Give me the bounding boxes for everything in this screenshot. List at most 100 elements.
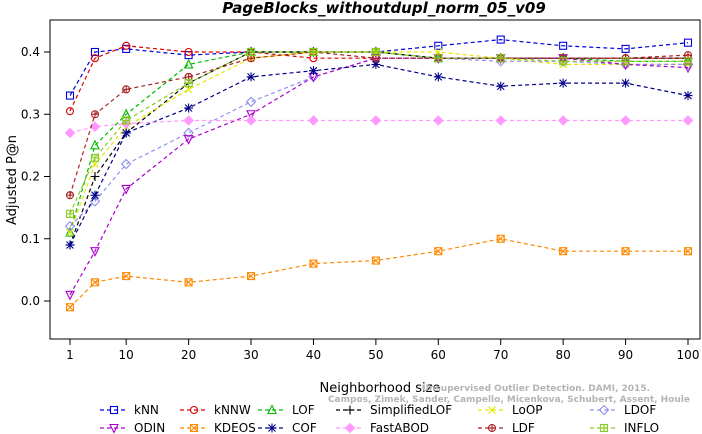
legend-marker-knnw-shape xyxy=(189,405,199,415)
data-point-odin-shape xyxy=(183,135,194,145)
data-point-kdeos xyxy=(184,278,193,287)
data-point-kdeos-shape xyxy=(184,278,193,287)
data-point-kdeos-shape xyxy=(559,247,568,256)
data-point-cof xyxy=(246,72,256,82)
legend-label-loop: LoOP xyxy=(512,403,543,417)
series-lof xyxy=(65,46,693,237)
legend-item-loop: LoOP xyxy=(478,403,543,417)
data-point-ldof-shape xyxy=(120,158,132,170)
legend-marker-fastabod xyxy=(344,422,356,434)
data-point-knnw-shape xyxy=(122,41,131,50)
series-layer xyxy=(64,35,694,312)
y-axis-label: Adjusted P@n xyxy=(5,135,20,225)
x-tick-label: 10 xyxy=(119,348,134,362)
data-point-lof-shape xyxy=(183,58,194,69)
data-point-cof-shape xyxy=(496,82,505,91)
data-point-knn-shape xyxy=(683,38,693,47)
data-point-knn-shape xyxy=(434,41,443,50)
data-point-kdeos-shape xyxy=(247,272,255,280)
x-tick-label: 60 xyxy=(431,348,446,362)
data-point-ldf xyxy=(122,85,131,94)
data-point-knnw xyxy=(90,54,100,63)
data-point-kdeos-shape xyxy=(122,272,131,281)
data-point-kdeos xyxy=(122,272,131,281)
data-point-lof xyxy=(183,58,194,69)
legend-label-knn: kNN xyxy=(134,403,159,417)
chart-title: PageBlocks_withoutdupl_norm_05_v09 xyxy=(222,0,546,17)
data-point-kdeos-shape xyxy=(496,234,505,243)
data-point-fastabod xyxy=(89,121,101,132)
series-line-simplifiedlof xyxy=(69,51,688,246)
data-point-kdeos-shape xyxy=(434,247,443,256)
legend-marker-cof xyxy=(267,423,277,433)
legend-marker-cof-shape xyxy=(268,424,276,432)
data-point-kdeos xyxy=(621,247,630,256)
data-point-odin xyxy=(121,184,132,195)
data-point-kdeos-shape xyxy=(246,272,256,281)
data-point-knn xyxy=(683,38,693,47)
data-point-loop xyxy=(66,228,74,237)
data-point-kdeos-shape xyxy=(684,247,692,256)
data-point-lof xyxy=(65,226,75,237)
data-point-fastabod xyxy=(183,115,194,126)
data-point-fastabod-shape xyxy=(433,115,444,126)
data-point-kdeos xyxy=(496,234,505,243)
data-point-kdeos-shape xyxy=(496,234,505,243)
data-point-inflo xyxy=(496,54,505,63)
x-tick-label: 30 xyxy=(243,348,258,362)
data-point-ldof xyxy=(64,221,76,232)
y-tick-label: 0.0 xyxy=(21,294,40,308)
watermark-line-1: Unsupervised Outlier Detection. DAMI, 20… xyxy=(422,384,650,394)
data-point-cof xyxy=(65,240,75,250)
legend-item-ldf: LDF xyxy=(478,421,535,434)
y-tick-label: 0.1 xyxy=(21,232,40,246)
series-loop xyxy=(66,48,692,237)
data-point-fastabod xyxy=(64,127,76,139)
x-tick-label: 90 xyxy=(618,348,633,362)
data-point-ldof xyxy=(120,158,132,170)
data-point-fastabod xyxy=(245,115,257,126)
watermark-line-2: Campos, Zimek, Sander, Campello, Micenko… xyxy=(328,395,690,405)
data-point-inflo xyxy=(184,79,193,88)
data-point-odin xyxy=(183,135,194,145)
legend-label-fastabod: FastABOD xyxy=(370,421,429,434)
y-tick-label: 0.2 xyxy=(21,170,40,184)
x-axis-label: Neighborhood size xyxy=(320,381,441,396)
data-point-cof-shape xyxy=(559,79,568,88)
data-point-cof-shape xyxy=(621,79,630,88)
legend-marker-kdeos xyxy=(189,423,199,433)
data-point-knn-shape xyxy=(65,91,75,100)
data-point-ldf xyxy=(65,191,75,200)
data-point-cof-shape xyxy=(371,60,380,69)
series-line-odin xyxy=(69,57,689,296)
legend-marker-simplifiedlof xyxy=(345,405,355,415)
data-point-kdeos xyxy=(65,303,75,312)
data-point-kdeos xyxy=(246,272,256,281)
x-tick-label: 20 xyxy=(181,348,196,362)
data-point-kdeos-shape xyxy=(309,259,318,268)
data-point-fastabod-shape xyxy=(64,127,76,139)
data-point-inflo xyxy=(309,47,318,57)
series-fastabod xyxy=(64,115,694,139)
data-point-odin-shape xyxy=(90,247,100,257)
series-inflo xyxy=(65,47,693,218)
y-axis: 0.0 0.1 0.2 0.3 0.4 xyxy=(21,45,50,308)
legend-item-ldof: LDOF xyxy=(590,403,656,417)
data-point-cof xyxy=(558,78,568,88)
legend-label-odin: ODIN xyxy=(134,421,165,434)
data-point-cof-shape xyxy=(184,104,193,112)
data-point-knnw xyxy=(184,47,193,57)
data-point-cof xyxy=(121,128,131,138)
data-point-lof xyxy=(90,139,100,150)
legend-label-simplifiedlof: SimplifiedLOF xyxy=(370,403,452,417)
data-point-cof-shape xyxy=(684,91,692,100)
legend-marker-ldof-shape xyxy=(598,404,610,416)
data-point-loop-shape xyxy=(66,228,74,237)
data-point-kdeos xyxy=(683,247,693,256)
data-point-kdeos-shape xyxy=(184,278,193,287)
data-point-fastabod xyxy=(308,115,319,126)
data-point-odin xyxy=(90,247,100,257)
data-point-kdeos-shape xyxy=(122,272,131,280)
x-tick-label: 1 xyxy=(66,348,74,362)
